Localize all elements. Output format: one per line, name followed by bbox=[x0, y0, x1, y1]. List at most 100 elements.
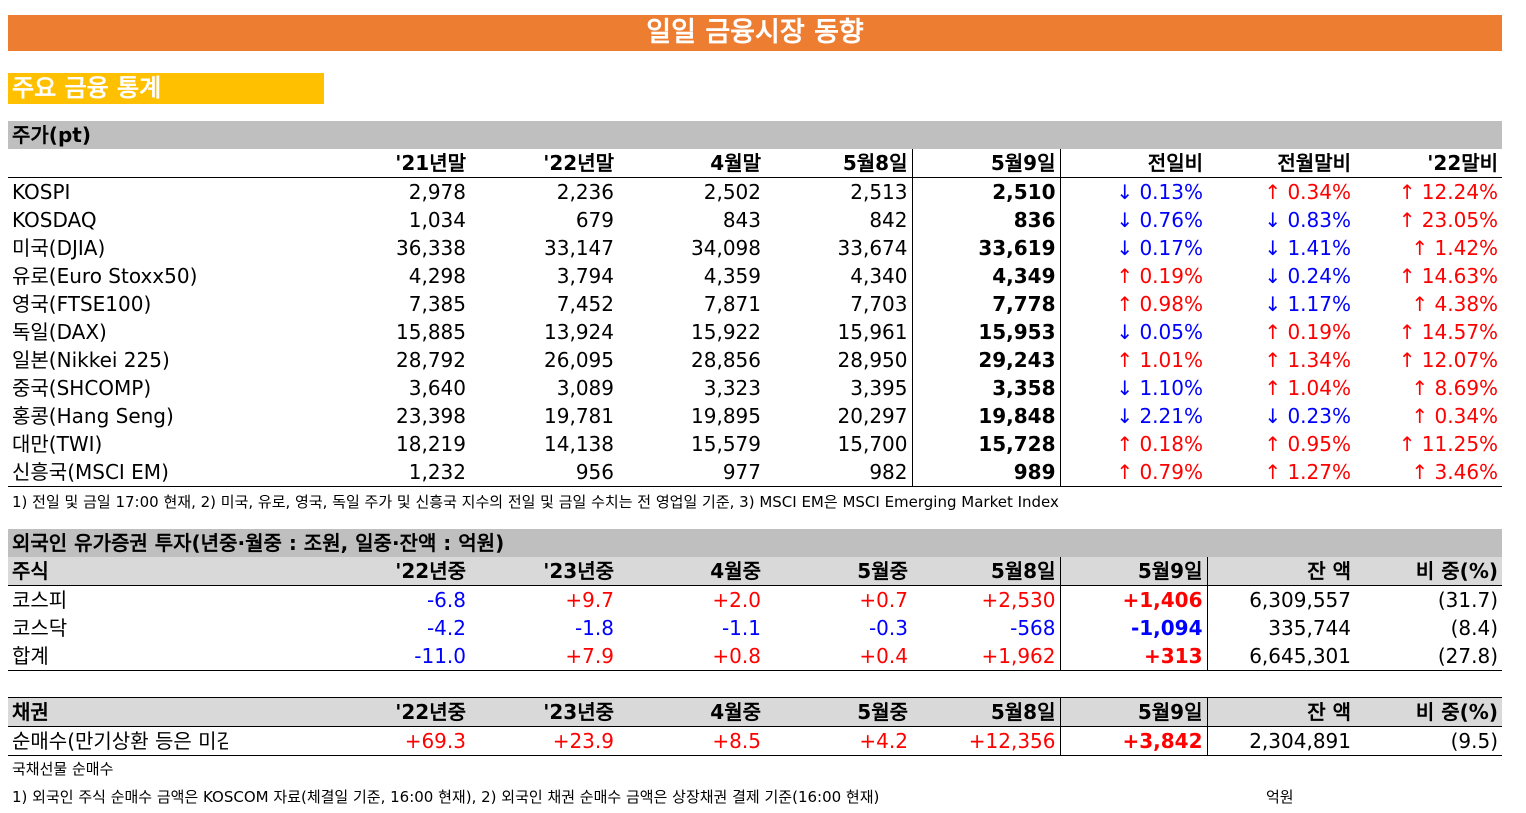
index-value: 2,510 bbox=[911, 177, 1061, 206]
col-header-day-change: 전일비 bbox=[1060, 149, 1207, 178]
foreign-equity-table: 외국인 유가증권 투자(년중·월중 : 조원, 일중·잔액 : 억원) 주식 '… bbox=[8, 529, 1503, 671]
index-value: 19,848 bbox=[911, 402, 1061, 430]
index-value: 3,794 bbox=[556, 264, 614, 288]
change-value: ↓ 2.21% bbox=[1116, 404, 1203, 428]
flow-value: +0.8 bbox=[618, 642, 765, 671]
col-header-equity: 주식 bbox=[8, 557, 228, 586]
index-value: 14,138 bbox=[544, 432, 614, 456]
flow-value: +2,530 bbox=[981, 588, 1056, 612]
change-value: ↑ 0.98% bbox=[1116, 292, 1203, 316]
change-value: ↓ 0.23% bbox=[1264, 404, 1351, 428]
change-value: ↑ 0.95% bbox=[1264, 432, 1351, 456]
change-value: ↑ 0.18% bbox=[1116, 432, 1203, 456]
equity-column-headers: 주식 '22년중 '23년중 4월중 5월중 5월8일 5월9일 잔 액 비 중… bbox=[8, 557, 1503, 586]
foreign-section-header: 외국인 유가증권 투자(년중·월중 : 조원, 일중·잔액 : 억원) bbox=[8, 529, 1503, 557]
flow-value: +7.9 bbox=[470, 642, 618, 671]
col-header-may9: 5월9일 bbox=[1059, 557, 1208, 586]
change-value: ↓ 1.10% bbox=[1116, 376, 1203, 400]
col-header-22-year: '22년중 bbox=[228, 697, 470, 727]
change-value: ↑ 12.07% bbox=[1398, 348, 1499, 372]
change-value: ↑ 4.38% bbox=[1411, 292, 1499, 316]
index-value: 33,674 bbox=[837, 236, 908, 260]
change-value: ↑ 23.05% bbox=[1398, 208, 1499, 232]
foreign-footnote: 1) 외국인 주식 순매수 금액은 KOSCOM 자료(체결일 기준, 16:0… bbox=[12, 788, 880, 806]
index-value: 15,922 bbox=[691, 320, 761, 344]
index-value: 28,856 bbox=[691, 348, 761, 372]
change-value: ↑ 0.34% bbox=[1411, 404, 1499, 428]
flow-value: +9.7 bbox=[565, 588, 614, 612]
index-value: 836 bbox=[911, 206, 1061, 234]
index-value: 3,395 bbox=[850, 376, 908, 400]
stock-section-header: 주가(pt) bbox=[8, 121, 1503, 149]
balance-value: 6,645,301 bbox=[1207, 642, 1355, 671]
table-row: 미국(DJIA) 36,338 33,147 34,098 33,674 33,619 ↓ … bbox=[8, 234, 1502, 262]
change-value: ↓ 0.05% bbox=[1116, 320, 1203, 344]
table-row: 홍콩(Hang Seng) 23,398 19,781 19,895 20,297 19,… bbox=[8, 402, 1502, 430]
index-value: 989 bbox=[911, 458, 1061, 487]
index-value: 7,871 bbox=[703, 292, 761, 316]
flow-value: +313 bbox=[1059, 642, 1208, 671]
change-value: ↑ 8.69% bbox=[1411, 376, 1499, 400]
col-header-may9: 5월9일 bbox=[1059, 697, 1208, 727]
col-header-month-change: 전월말비 bbox=[1207, 149, 1355, 178]
index-name: 독일(DAX) bbox=[12, 320, 107, 344]
table-row: 독일(DAX) 15,885 13,924 15,922 15,961 15,953 ↓ 0… bbox=[8, 318, 1502, 346]
flow-value: -1.8 bbox=[574, 616, 614, 640]
row-name: 합계 bbox=[8, 642, 228, 671]
unit-label: 억원 bbox=[1266, 788, 1294, 806]
row-name: 코스닥 bbox=[12, 616, 68, 640]
index-value: 2,513 bbox=[850, 180, 908, 204]
change-value: ↑ 0.34% bbox=[1264, 180, 1351, 204]
change-value: ↑ 14.57% bbox=[1398, 320, 1499, 344]
index-value: 29,243 bbox=[911, 346, 1061, 374]
change-value: ↓ 0.24% bbox=[1264, 264, 1351, 288]
table-row: 영국(FTSE100) 7,385 7,452 7,871 7,703 7,778 ↑ 0.… bbox=[8, 290, 1502, 318]
flow-value: -0.3 bbox=[868, 616, 908, 640]
index-value: 4,298 bbox=[408, 264, 466, 288]
change-value: ↓ 0.17% bbox=[1116, 236, 1203, 260]
flow-value: +23.9 bbox=[470, 726, 618, 756]
index-value: 23,398 bbox=[396, 404, 466, 428]
index-value: 20,297 bbox=[837, 404, 908, 428]
change-value: ↑ 14.63% bbox=[1398, 264, 1499, 288]
index-value: 36,338 bbox=[396, 236, 466, 260]
change-value: ↓ 1.17% bbox=[1264, 292, 1351, 316]
col-header-21-end: '21년말 bbox=[228, 149, 470, 178]
share-value: (31.7) bbox=[1437, 588, 1499, 612]
index-value: 15,885 bbox=[396, 320, 466, 344]
index-value: 7,703 bbox=[850, 292, 908, 316]
index-name: 대만(TWI) bbox=[12, 432, 103, 456]
stock-index-table: 주가(pt) '21년말 '22년말 4월말 5월8일 5월9일 전일비 전월말… bbox=[8, 121, 1503, 487]
change-value: ↑ 0.19% bbox=[1264, 320, 1351, 344]
stock-column-headers: '21년말 '22년말 4월말 5월8일 5월9일 전일비 전월말비 '22말비 bbox=[8, 149, 1503, 178]
index-value: 4,349 bbox=[911, 262, 1061, 290]
flow-value: +12,356 bbox=[912, 726, 1060, 756]
balance-value: 6,309,557 bbox=[1249, 588, 1351, 612]
index-value: 15,700 bbox=[837, 432, 908, 456]
col-header-share: 비 중(%) bbox=[1355, 557, 1503, 586]
change-value: ↑ 11.25% bbox=[1398, 432, 1499, 456]
flow-value: -6.8 bbox=[426, 588, 466, 612]
table-row: 신흥국(MSCI EM) 1,232 956 977 982 989 ↑ 0.79% ↑ 1.… bbox=[8, 458, 1503, 487]
change-value: ↓ 1.41% bbox=[1264, 236, 1351, 260]
col-header-name bbox=[8, 149, 228, 178]
flow-value: +8.5 bbox=[618, 726, 765, 756]
col-header-share: 비 중(%) bbox=[1355, 697, 1502, 727]
col-header-22-year: '22년중 bbox=[228, 557, 470, 586]
page-title: 일일 금융시장 동향 bbox=[8, 15, 1502, 51]
index-value: 3,640 bbox=[408, 376, 466, 400]
col-header-april: 4월중 bbox=[618, 557, 765, 586]
index-name: KOSDAQ bbox=[12, 208, 97, 232]
share-value: (27.8) bbox=[1355, 642, 1503, 671]
change-value: ↑ 1.34% bbox=[1264, 348, 1351, 372]
flow-value: +3,842 bbox=[1059, 726, 1208, 756]
col-header-may8: 5월8일 bbox=[912, 697, 1060, 727]
futures-note: 국채선물 순매수 bbox=[12, 760, 114, 778]
index-value: 4,359 bbox=[703, 264, 761, 288]
foreign-section-title: 외국인 유가증권 투자(년중·월중 : 조원, 일중·잔액 : 억원) bbox=[8, 529, 1503, 557]
table-row: 일본(Nikkei 225) 28,792 26,095 28,856 28,950 29… bbox=[8, 346, 1502, 374]
flow-value: +4.2 bbox=[765, 726, 912, 756]
change-value: ↑ 0.79% bbox=[1060, 458, 1207, 487]
index-value: 15,579 bbox=[691, 432, 761, 456]
stock-footnote: 1) 전일 및 금일 17:00 현재, 2) 미국, 유로, 영국, 독일 주… bbox=[12, 493, 1059, 511]
